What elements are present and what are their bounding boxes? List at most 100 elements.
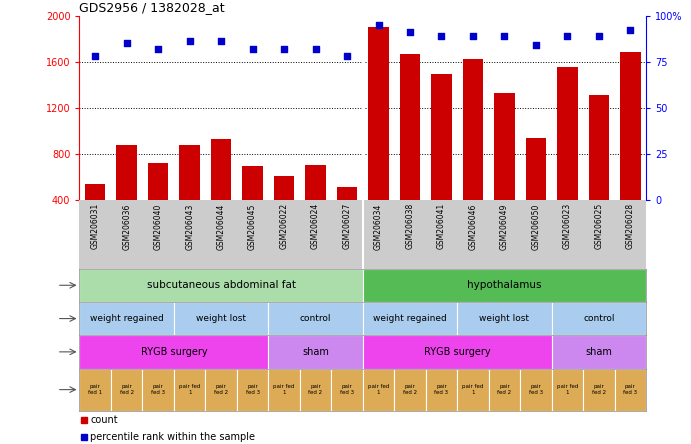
Bar [363, 269, 646, 302]
Text: GSM206031: GSM206031 [91, 203, 100, 250]
Bar [331, 369, 363, 411]
Text: pair
fed 1: pair fed 1 [88, 384, 102, 395]
Point [625, 27, 636, 34]
Point [247, 45, 258, 52]
Point [310, 45, 321, 52]
Bar [551, 335, 646, 369]
Bar [268, 335, 363, 369]
Text: GSM206044: GSM206044 [216, 203, 226, 250]
Bar [457, 302, 551, 335]
Point [499, 32, 510, 40]
Text: weight lost: weight lost [480, 314, 529, 323]
Bar [268, 302, 363, 335]
Bar [180, 145, 200, 246]
Text: pair fed
1: pair fed 1 [368, 384, 389, 395]
Point [278, 45, 290, 52]
Text: pair fed
1: pair fed 1 [274, 384, 295, 395]
Text: GSM206043: GSM206043 [185, 203, 194, 250]
Text: pair fed
1: pair fed 1 [179, 384, 200, 395]
Text: pair
fed 2: pair fed 2 [591, 384, 606, 395]
Text: weight lost: weight lost [196, 314, 246, 323]
Bar [79, 269, 363, 302]
Text: GSM206027: GSM206027 [343, 203, 352, 250]
Bar [620, 52, 641, 246]
Bar [117, 145, 137, 246]
Bar [526, 138, 546, 246]
Bar [237, 369, 268, 411]
Point [121, 40, 132, 47]
Text: GSM206049: GSM206049 [500, 203, 509, 250]
Point [562, 32, 573, 40]
Point [436, 32, 447, 40]
Bar [174, 369, 205, 411]
Point [531, 41, 542, 48]
Text: percentile rank within the sample: percentile rank within the sample [91, 432, 256, 442]
Text: RYGB surgery: RYGB surgery [424, 347, 491, 357]
Bar [463, 59, 483, 246]
Text: GSM206025: GSM206025 [594, 203, 603, 250]
Text: count: count [91, 415, 118, 425]
Bar [368, 27, 389, 246]
Bar [400, 54, 420, 246]
Bar [148, 163, 169, 246]
Text: GSM206036: GSM206036 [122, 203, 131, 250]
Text: pair
fed 3: pair fed 3 [623, 384, 637, 395]
Text: GSM206046: GSM206046 [468, 203, 477, 250]
Bar [268, 369, 300, 411]
Text: GSM206022: GSM206022 [280, 203, 289, 250]
Text: control: control [300, 314, 331, 323]
Text: weight regained: weight regained [373, 314, 447, 323]
Bar [426, 369, 457, 411]
Text: pair
fed 2: pair fed 2 [308, 384, 323, 395]
Bar [614, 369, 646, 411]
Text: GDS2956 / 1382028_at: GDS2956 / 1382028_at [79, 1, 225, 14]
Text: sham: sham [302, 347, 329, 357]
Text: GSM206038: GSM206038 [406, 203, 415, 250]
Bar [142, 369, 174, 411]
Text: GSM206024: GSM206024 [311, 203, 320, 250]
Text: GSM206045: GSM206045 [248, 203, 257, 250]
Bar [363, 335, 551, 369]
Bar [205, 369, 237, 411]
Text: pair
fed 2: pair fed 2 [214, 384, 228, 395]
Bar [589, 95, 609, 246]
Bar [79, 335, 268, 369]
Text: pair
fed 3: pair fed 3 [340, 384, 354, 395]
Bar [431, 74, 452, 246]
Text: pair
fed 3: pair fed 3 [151, 384, 165, 395]
Bar [300, 369, 331, 411]
Text: sham: sham [585, 347, 612, 357]
Bar [363, 369, 395, 411]
Text: pair
fed 3: pair fed 3 [245, 384, 260, 395]
Text: GSM206034: GSM206034 [374, 203, 383, 250]
Text: pair
fed 3: pair fed 3 [529, 384, 543, 395]
Point [216, 38, 227, 45]
Bar [211, 139, 231, 246]
Text: pair fed
1: pair fed 1 [462, 384, 484, 395]
Point [373, 21, 384, 28]
Bar [243, 166, 263, 246]
Bar [557, 67, 578, 246]
Bar [457, 369, 489, 411]
Text: GSM206040: GSM206040 [153, 203, 162, 250]
Bar [494, 93, 515, 246]
Bar [551, 369, 583, 411]
Point [341, 52, 352, 59]
Bar [489, 369, 520, 411]
Text: GSM206023: GSM206023 [563, 203, 572, 250]
Text: control: control [583, 314, 614, 323]
Bar [551, 302, 646, 335]
Text: GSM206041: GSM206041 [437, 203, 446, 250]
Point [153, 45, 164, 52]
Text: pair fed
1: pair fed 1 [557, 384, 578, 395]
Bar [111, 369, 142, 411]
Text: pair
fed 2: pair fed 2 [498, 384, 511, 395]
Bar [520, 369, 551, 411]
Text: weight regained: weight regained [90, 314, 164, 323]
Bar [305, 165, 325, 246]
Text: pair
fed 2: pair fed 2 [120, 384, 134, 395]
Text: RYGB surgery: RYGB surgery [140, 347, 207, 357]
Bar [395, 369, 426, 411]
Text: pair
fed 2: pair fed 2 [403, 384, 417, 395]
Bar [174, 302, 268, 335]
